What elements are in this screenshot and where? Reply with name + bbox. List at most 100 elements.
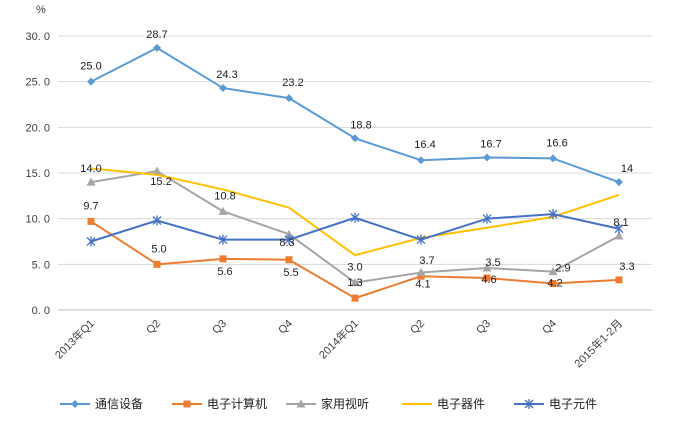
data-point (417, 156, 425, 165)
data-point (350, 278, 360, 287)
data-point (417, 272, 425, 280)
data-label: 23.2 (282, 77, 303, 89)
data-labels: 25.0 28.7 24.3 23.2 18.8 16.4 16.7 16.6 14 9.7 5.0… (80, 29, 634, 291)
y-axis-unit: % (36, 4, 46, 16)
data-label: 28.7 (146, 29, 167, 41)
data-label: 16.7 (480, 138, 501, 150)
data-point (87, 77, 95, 86)
x-tick-label: 2014年Q1 (316, 316, 361, 361)
y-tick-label: 20. 0 (26, 122, 50, 134)
y-tick-label: 30. 0 (26, 31, 50, 43)
x-tick-label: 2015年1-2月 (571, 316, 625, 370)
x-tick-label: 2013年Q1 (52, 316, 97, 361)
data-point (549, 280, 557, 288)
data-label: 8.3 (279, 237, 294, 249)
data-label: 16.4 (414, 139, 435, 151)
data-point (482, 263, 492, 272)
legend-item: 通信设备 (60, 397, 143, 411)
legend-item: 电子计算机 (172, 396, 267, 411)
data-point (284, 234, 294, 245)
data-label: 4.1 (415, 279, 430, 291)
x-axis-ticks: 2013年Q1 Q2 Q3 Q4 2014年Q1 Q2 Q3 Q4 2015年1-2月 (52, 316, 625, 370)
data-point (296, 399, 306, 408)
y-tick-label: 15. 0 (26, 168, 50, 180)
data-label: 25.0 (80, 61, 101, 73)
data-point (284, 229, 294, 238)
y-tick-label: 25. 0 (26, 77, 50, 89)
series (87, 217, 623, 302)
y-tick-label: 10. 0 (26, 214, 50, 226)
legend-label: 电子元件 (549, 397, 597, 411)
y-axis-ticks: 0. 0 5. 0 10. 0 15. 0 20. 0 25. 0 30. 0 (26, 31, 50, 317)
data-point (71, 400, 79, 408)
data-label: 3.0 (347, 262, 362, 274)
data-label: 18.8 (350, 119, 371, 131)
data-label: 3.7 (419, 255, 434, 267)
data-label: 5.6 (217, 266, 232, 278)
data-label: 3.3 (619, 261, 634, 273)
data-label: 5.5 (283, 267, 298, 279)
data-point (87, 217, 95, 225)
data-label: 4.2 (547, 278, 562, 290)
data-point (350, 212, 360, 223)
data-point (86, 177, 96, 186)
legend-label: 通信设备 (95, 397, 143, 411)
data-label: 16.6 (546, 137, 567, 149)
data-point (416, 268, 426, 277)
data-point (219, 255, 227, 263)
legend-label: 电子器件 (437, 397, 485, 411)
data-label: 2.9 (555, 263, 570, 275)
data-point (614, 231, 624, 240)
data-point (86, 236, 96, 247)
series-line (90, 167, 620, 257)
data-point (548, 209, 558, 220)
data-point (285, 94, 293, 103)
data-point (351, 134, 359, 143)
data-point (153, 43, 161, 52)
series (87, 43, 623, 187)
data-point (416, 234, 426, 245)
series (86, 166, 624, 287)
series-line (90, 46, 620, 184)
data-label: 14.0 (80, 163, 101, 175)
data-point (549, 154, 557, 163)
data-point (548, 267, 558, 276)
legend-item: 电子元件 (514, 397, 597, 411)
x-tick-label: Q2 (144, 318, 163, 337)
data-point (483, 274, 491, 282)
data-point (152, 215, 162, 226)
y-tick-label: 0. 0 (32, 305, 50, 317)
series (86, 209, 624, 247)
data-point (152, 166, 162, 175)
series-group (86, 43, 624, 302)
data-point (615, 276, 623, 284)
data-label: 9.7 (83, 200, 98, 212)
legend-label: 家用视听 (321, 396, 369, 411)
data-point (218, 234, 228, 245)
data-point (285, 256, 293, 264)
data-label: 1.3 (347, 277, 362, 289)
data-point (483, 153, 491, 162)
data-point (351, 294, 359, 302)
data-point (614, 223, 624, 234)
legend-label: 电子计算机 (207, 396, 267, 411)
data-point (524, 399, 534, 409)
x-tick-label: Q3 (210, 318, 229, 337)
data-point (218, 206, 228, 215)
data-label: 3.5 (485, 257, 500, 269)
x-tick-label: Q4 (540, 318, 559, 337)
x-tick-label: Q3 (474, 318, 493, 337)
legend: 通信设备 电子计算机 家用视听 电子器件 电子元件 (60, 396, 597, 411)
y-tick-label: 5. 0 (32, 259, 50, 271)
data-label: 15.2 (150, 176, 171, 188)
data-point (615, 178, 623, 187)
legend-item: 家用视听 (286, 396, 369, 411)
data-point (482, 213, 492, 224)
data-label: 14 (621, 163, 633, 175)
data-label: 24.3 (216, 69, 237, 81)
x-tick-label: Q2 (408, 318, 427, 337)
series (90, 167, 620, 257)
data-label: 10.8 (214, 190, 235, 202)
data-label: 8.1 (613, 217, 628, 229)
